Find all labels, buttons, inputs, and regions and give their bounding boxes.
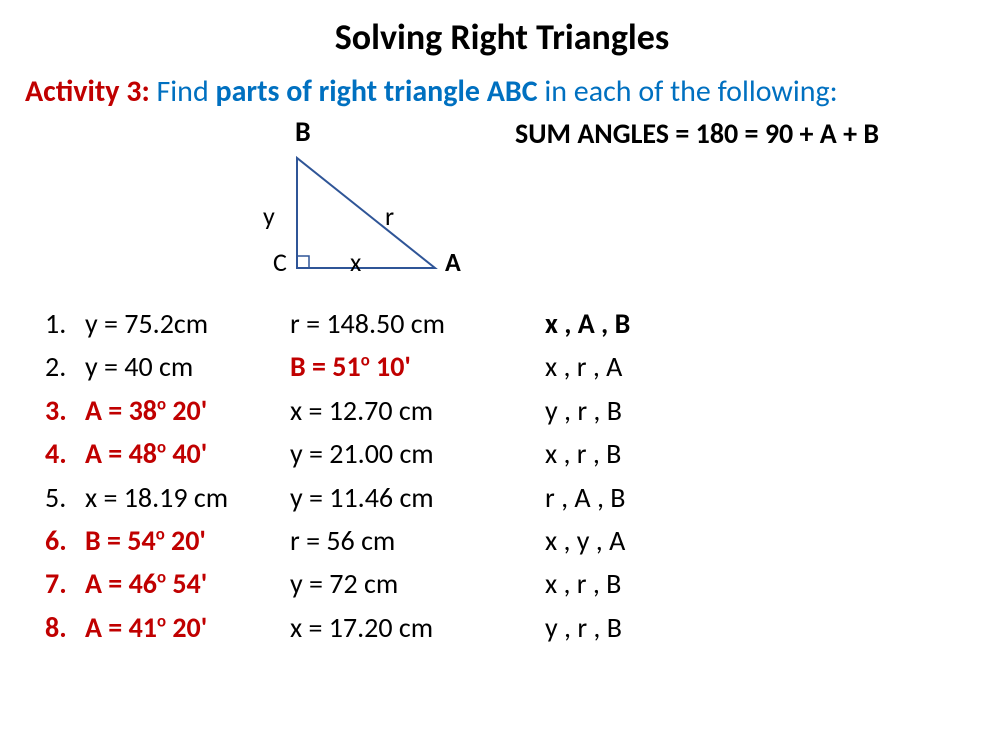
problem-number: 4. — [45, 432, 85, 475]
page-title: Solving Right Triangles — [25, 15, 979, 59]
vertex-a-label: A — [445, 246, 461, 278]
problem-given-1: A = 41o 20' — [85, 606, 290, 649]
problem-find: y , r , B — [545, 389, 622, 432]
problem-given-2: y = 11.46 cm — [290, 476, 545, 519]
problem-row: 2.y = 40 cmB = 51o 10'x , r , A — [45, 345, 979, 388]
problem-find: x , r , B — [545, 432, 621, 475]
problem-given-2: y = 21.00 cm — [290, 432, 545, 475]
problem-find: r , A , B — [545, 476, 626, 519]
problem-find: x , r , B — [545, 562, 621, 605]
vertex-c-label: C — [273, 246, 287, 278]
activity-instruction: Activity 3: Find parts of right triangle… — [25, 73, 979, 110]
problem-number: 5. — [45, 476, 85, 519]
problem-number: 8. — [45, 606, 85, 649]
problem-given-1: B = 54o 20' — [85, 519, 290, 562]
problem-given-2: r = 148.50 cm — [290, 302, 545, 345]
problems-list: 1.y = 75.2cmr = 148.50 cmx , A , B2.y = … — [45, 302, 979, 649]
activity-prefix: Find — [150, 73, 216, 110]
problem-given-2: y = 72 cm — [290, 562, 545, 605]
right-angle-marker — [297, 256, 309, 268]
side-r-label: r — [385, 200, 394, 232]
problem-row: 7.A = 46o 54'y = 72 cmx , r , B — [45, 562, 979, 605]
side-x-label: x — [350, 246, 361, 278]
triangle-svg — [285, 150, 445, 280]
problem-row: 6.B = 54o 20'r = 56 cmx , y , A — [45, 519, 979, 562]
problem-given-1: A = 48o 40' — [85, 432, 290, 475]
problem-given-2: r = 56 cm — [290, 519, 545, 562]
activity-suffix: in each of the following: — [538, 73, 838, 110]
problem-given-1: A = 46o 54' — [85, 562, 290, 605]
problem-find: x , A , B — [545, 302, 630, 345]
problem-find: x , y , A — [545, 519, 625, 562]
activity-label: Activity 3: — [25, 73, 150, 110]
problem-number: 3. — [45, 389, 85, 432]
problem-number: 1. — [45, 302, 85, 345]
problem-given-2: x = 17.20 cm — [290, 606, 545, 649]
problem-given-1: A = 38o 20' — [85, 389, 290, 432]
problem-number: 7. — [45, 562, 85, 605]
problem-find: y , r , B — [545, 606, 622, 649]
problem-given-1: x = 18.19 cm — [85, 476, 290, 519]
problem-row: 5.x = 18.19 cmy = 11.46 cmr , A , B — [45, 476, 979, 519]
problem-given-1: y = 40 cm — [85, 345, 290, 388]
triangle-diagram: B y r C x A — [255, 120, 475, 290]
sum-angles-formula: SUM ANGLES = 180 = 90 + A + B — [515, 116, 879, 151]
problem-row: 1.y = 75.2cmr = 148.50 cmx , A , B — [45, 302, 979, 345]
vertex-b-label: B — [295, 114, 311, 149]
problem-row: 8.A = 41o 20'x = 17.20 cmy , r , B — [45, 606, 979, 649]
problem-row: 4.A = 48o 40'y = 21.00 cmx , r , B — [45, 432, 979, 475]
problem-number: 2. — [45, 345, 85, 388]
problem-given-1: y = 75.2cm — [85, 302, 290, 345]
problem-find: x , r , A — [545, 345, 622, 388]
problem-given-2: B = 51o 10' — [290, 345, 545, 388]
side-y-label: y — [263, 200, 275, 232]
activity-bold: parts of right triangle ABC — [216, 73, 538, 110]
diagram-row: B y r C x A SUM ANGLES = 180 = 90 + A + … — [25, 120, 979, 290]
problem-row: 3.A = 38o 20'x = 12.70 cmy , r , B — [45, 389, 979, 432]
problem-given-2: x = 12.70 cm — [290, 389, 545, 432]
triangle-shape — [297, 158, 435, 268]
problem-number: 6. — [45, 519, 85, 562]
